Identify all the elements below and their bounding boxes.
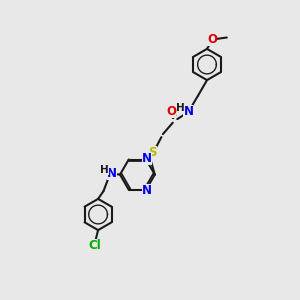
Text: Cl: Cl (89, 238, 101, 252)
Text: S: S (148, 146, 157, 159)
Text: H: H (176, 103, 184, 113)
Text: H: H (100, 165, 109, 175)
Text: N: N (106, 167, 117, 180)
Text: N: N (183, 105, 194, 118)
Text: N: N (142, 184, 152, 197)
Text: O: O (207, 33, 218, 46)
Text: N: N (142, 152, 152, 165)
Text: O: O (166, 105, 176, 118)
